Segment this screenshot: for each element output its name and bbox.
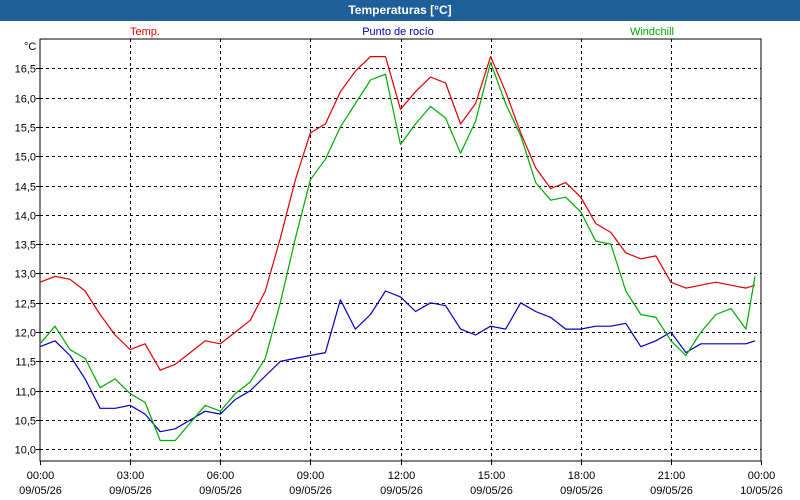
y-axis-unit-label: °C bbox=[24, 41, 36, 53]
chart-title-bar: Temperaturas [°C] bbox=[0, 0, 800, 22]
temp-series-line bbox=[39, 55, 756, 371]
x-tick-date-label: 09/05/26 bbox=[380, 485, 423, 497]
x-tick-time-label: 03:00 bbox=[117, 470, 145, 482]
windchill-series-line bbox=[39, 61, 756, 442]
x-tick-time-label: 09:00 bbox=[297, 470, 325, 482]
y-tick-label: 13,0 bbox=[15, 269, 36, 281]
x-tick-time-label: 00:00 bbox=[27, 470, 55, 482]
legend-entry: Punto de rocío bbox=[362, 26, 434, 38]
legend-entry: Temp. bbox=[130, 26, 160, 38]
legend-entry: Windchill bbox=[630, 26, 674, 38]
y-tick-label: 12,5 bbox=[15, 299, 36, 311]
x-tick-date-label: 09/05/26 bbox=[470, 485, 513, 497]
y-tick-label: 15,0 bbox=[15, 152, 36, 164]
x-tick-time-label: 18:00 bbox=[568, 470, 596, 482]
y-tick-label: 10,0 bbox=[15, 445, 36, 457]
x-tick-time-label: 06:00 bbox=[207, 470, 235, 482]
y-tick-label: 14,0 bbox=[15, 211, 36, 223]
y-tick-label: 16,0 bbox=[15, 94, 36, 106]
x-tick-date-label: 10/05/26 bbox=[740, 485, 783, 497]
y-tick-label: 14,5 bbox=[15, 182, 36, 194]
x-tick-date-label: 09/05/26 bbox=[199, 485, 242, 497]
x-tick-date-label: 09/05/26 bbox=[109, 485, 152, 497]
line-chart: 10,0 10,5 11,0 11,5 12,0 12,5 13,0 13,5 14,0 14,5… bbox=[15, 26, 783, 497]
chart-title: Temperaturas [°C] bbox=[348, 3, 452, 17]
dew-point-series-line bbox=[39, 290, 756, 433]
y-tick-label: 13,5 bbox=[15, 240, 36, 252]
x-tick-time-label: 12:00 bbox=[388, 470, 416, 482]
x-tick-date-label: 09/05/26 bbox=[19, 485, 62, 497]
x-tick-time-label: 15:00 bbox=[478, 470, 506, 482]
y-tick-label: 11,0 bbox=[15, 387, 36, 399]
chart-panel: 10,0 10,5 11,0 11,5 12,0 12,5 13,0 13,5 14,0 14,5… bbox=[0, 21, 800, 500]
x-tick-time-label: 21:00 bbox=[658, 470, 686, 482]
y-tick-label: 12,0 bbox=[15, 328, 36, 340]
y-tick-label: 16,5 bbox=[15, 64, 36, 76]
y-tick-label: 15,5 bbox=[15, 123, 36, 135]
x-tick-time-label: 00:00 bbox=[748, 470, 776, 482]
y-tick-label: 11,5 bbox=[15, 357, 36, 369]
x-tick-date-label: 09/05/26 bbox=[650, 485, 693, 497]
x-tick-date-label: 09/05/26 bbox=[289, 485, 332, 497]
y-tick-label: 10,5 bbox=[15, 416, 36, 428]
plot-frame bbox=[39, 38, 762, 462]
x-tick-date-label: 09/05/26 bbox=[560, 485, 603, 497]
